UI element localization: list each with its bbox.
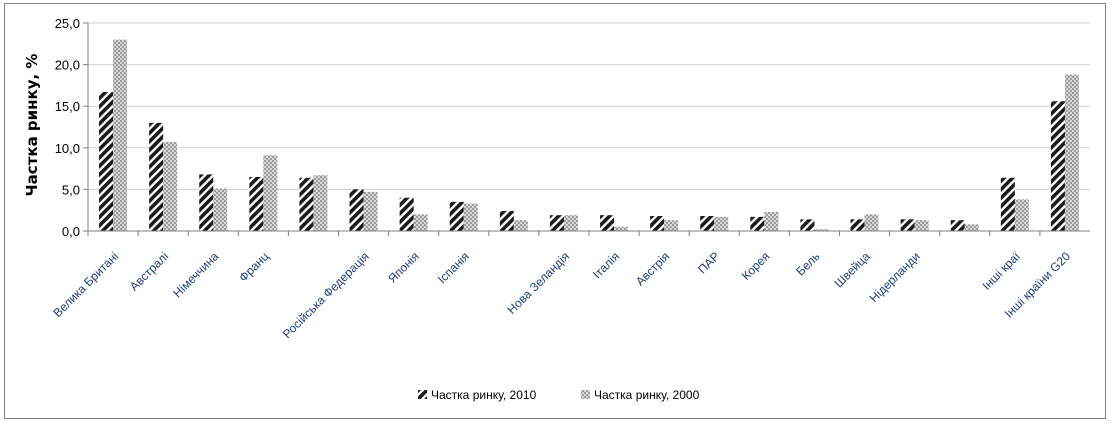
x-tick-label: Велика Британі [50,249,121,320]
bar-2010 [1000,177,1015,231]
bars [99,39,1079,231]
x-tick-label: Німеччина [170,249,221,300]
y-tick-label: 20,0 [55,58,80,73]
legend-swatch-2000 [581,390,590,399]
bar-2000 [714,216,729,231]
bar-2010 [499,211,514,231]
bar-2000 [463,203,478,231]
bar-2000 [213,188,228,231]
x-tick-label: Російська Федерація [280,249,372,341]
bar-2000 [814,229,829,231]
bar-2010 [249,176,264,231]
x-tick-label: Інші краї [979,249,1023,293]
y-tick-label: 15,0 [55,99,80,114]
x-tick-label: Франц [236,249,271,284]
bar-2000 [263,155,278,231]
bar-2000 [413,214,428,231]
bar-2010 [149,122,164,231]
bar-2000 [914,220,929,231]
x-tick-label: Швейца [832,249,873,290]
axes [87,23,1090,236]
bar-2000 [363,191,378,231]
bar-2000 [313,175,328,231]
bar-2000 [614,226,629,231]
x-tick-label: Австрія [633,249,672,288]
bar-2010 [800,219,815,231]
bar-2010 [449,201,464,231]
bar-2010 [349,189,364,231]
bar-2010 [700,216,715,231]
bar-2010 [549,215,564,231]
chart-frame [4,3,1106,419]
y-tick-label: 0,0 [62,224,80,239]
bar-2010 [950,220,965,231]
y-tick-label: 5,0 [62,182,80,197]
y-tick-label: 25,0 [55,16,80,31]
bar-2000 [764,211,779,231]
x-tick-label: Нова Зеландія [504,249,572,317]
bar-2000 [1064,74,1079,231]
x-tick-label: Австралі [127,249,171,293]
x-tick-label: Іспанія [435,249,472,286]
bar-2000 [864,214,879,231]
x-tick-label: Італія [590,249,622,281]
legend-label-2000: Частка ринку, 2000 [594,388,700,402]
bar-2010 [99,92,114,231]
x-tick-label: Бель [793,249,822,278]
bar-2010 [850,219,865,231]
gridlines [88,22,1090,190]
x-tick-label: Нідерланди [867,249,923,305]
legend-label-2010: Частка ринку, 2010 [431,388,537,402]
bar-2010 [750,216,765,231]
bar-2000 [113,39,128,231]
x-tick-label: Корея [739,249,773,283]
bar-2000 [513,220,528,231]
legend: Частка ринку, 2010 Частка ринку, 2000 [418,388,700,402]
bar-2000 [664,220,679,231]
x-tick-label: Японія [385,249,422,286]
bar-2000 [1014,199,1029,231]
y-axis-ticks: 0,0 5,0 10,0 15,0 20,0 25,0 [55,16,88,239]
bar-2010 [399,197,414,231]
bar-2000 [964,224,979,231]
bar-2010 [650,216,665,231]
bar-2010 [900,219,915,231]
bar-2010 [199,174,214,231]
bar-2000 [163,141,178,231]
bar-2010 [600,215,615,231]
y-tick-label: 10,0 [55,141,80,156]
bar-2000 [563,215,578,231]
legend-swatch-2010 [418,390,427,399]
bar-2010 [299,177,314,231]
bar-2010 [1050,101,1065,231]
x-tick-label: ПАР [695,249,722,276]
y-axis-title: Частка ринку, % [23,54,41,197]
